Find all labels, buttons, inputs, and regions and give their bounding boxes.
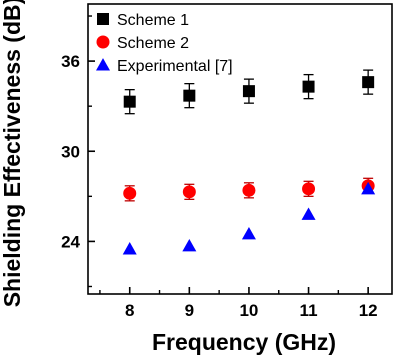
axis-ticks <box>88 15 369 294</box>
legend-label: Scheme 1 <box>117 12 189 29</box>
square-point <box>362 76 375 89</box>
legend-marker <box>96 58 110 71</box>
x-tick-label: 8 <box>125 301 134 320</box>
x-tick-label: 11 <box>300 301 318 320</box>
legend: Scheme 1 Scheme 2 Experimental [7] <box>96 12 233 75</box>
plot-frame <box>87 3 393 295</box>
circle-point <box>182 185 196 199</box>
y-axis-title: Shielding Effectiveness (dB) <box>0 0 25 307</box>
triangle-point <box>122 242 137 255</box>
y-tick-label: 30 <box>61 142 80 161</box>
square-point <box>302 80 315 93</box>
x-axis-title: Frequency (GHz) <box>152 329 336 355</box>
x-tick-label: 9 <box>185 301 194 320</box>
square-point <box>183 89 196 102</box>
legend-marker <box>97 13 109 25</box>
square-point <box>242 85 255 98</box>
triangle-point <box>241 226 256 240</box>
x-tick-label: 10 <box>239 301 258 320</box>
triangle-point <box>182 239 197 252</box>
x-tick-label: 12 <box>359 301 378 320</box>
legend-label: Scheme 2 <box>117 35 189 52</box>
square-point <box>123 95 136 108</box>
circle-point <box>302 182 316 196</box>
y-tick-label: 24 <box>61 232 80 251</box>
circle-point <box>123 186 137 200</box>
circle-point <box>242 183 256 197</box>
legend-marker <box>96 35 110 49</box>
axis-tick-labels: 8 9 10 11 12 24 30 36 <box>61 52 378 320</box>
data-marks <box>122 69 376 255</box>
triangle-point <box>301 207 316 220</box>
triangle-point <box>361 181 376 195</box>
y-tick-label: 36 <box>61 52 80 71</box>
legend-label: Experimental [7] <box>117 58 233 75</box>
